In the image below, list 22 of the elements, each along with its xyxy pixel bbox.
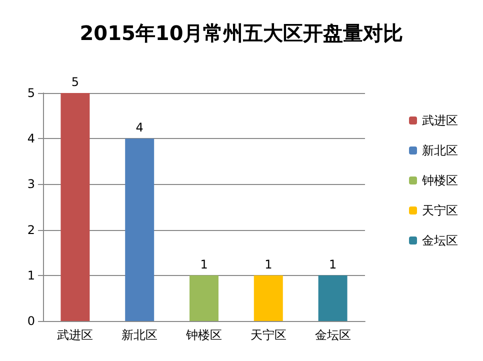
legend-label: 钟楼区 <box>421 174 458 188</box>
x-tick-label: 钟楼区 <box>185 328 222 342</box>
y-tick-label: 1 <box>27 268 35 282</box>
data-label: 4 <box>136 120 144 135</box>
data-label: 1 <box>264 257 272 272</box>
y-tick-label: 0 <box>27 314 35 328</box>
y-tick-label: 2 <box>27 222 35 237</box>
legend-label: 天宁区 <box>422 204 458 218</box>
chart-title: 2015年10月常州五大区开盘量对比 <box>80 21 404 45</box>
y-tick-label: 3 <box>27 177 35 192</box>
x-tick-label: 天宁区 <box>250 328 286 342</box>
x-tick-label: 武进区 <box>57 328 94 342</box>
data-label: 1 <box>200 257 208 272</box>
legend-label: 新北区 <box>422 144 458 158</box>
y-tick-label: 4 <box>27 132 35 146</box>
x-tick-label: 金坛区 <box>314 328 351 342</box>
y-tick-label: 5 <box>27 86 35 100</box>
legend-label: 武进区 <box>422 114 458 128</box>
legend-label: 金坛区 <box>422 234 458 248</box>
x-tick-label: 新北区 <box>122 328 158 342</box>
data-label: 5 <box>71 75 80 89</box>
data-label: 1 <box>328 257 337 272</box>
